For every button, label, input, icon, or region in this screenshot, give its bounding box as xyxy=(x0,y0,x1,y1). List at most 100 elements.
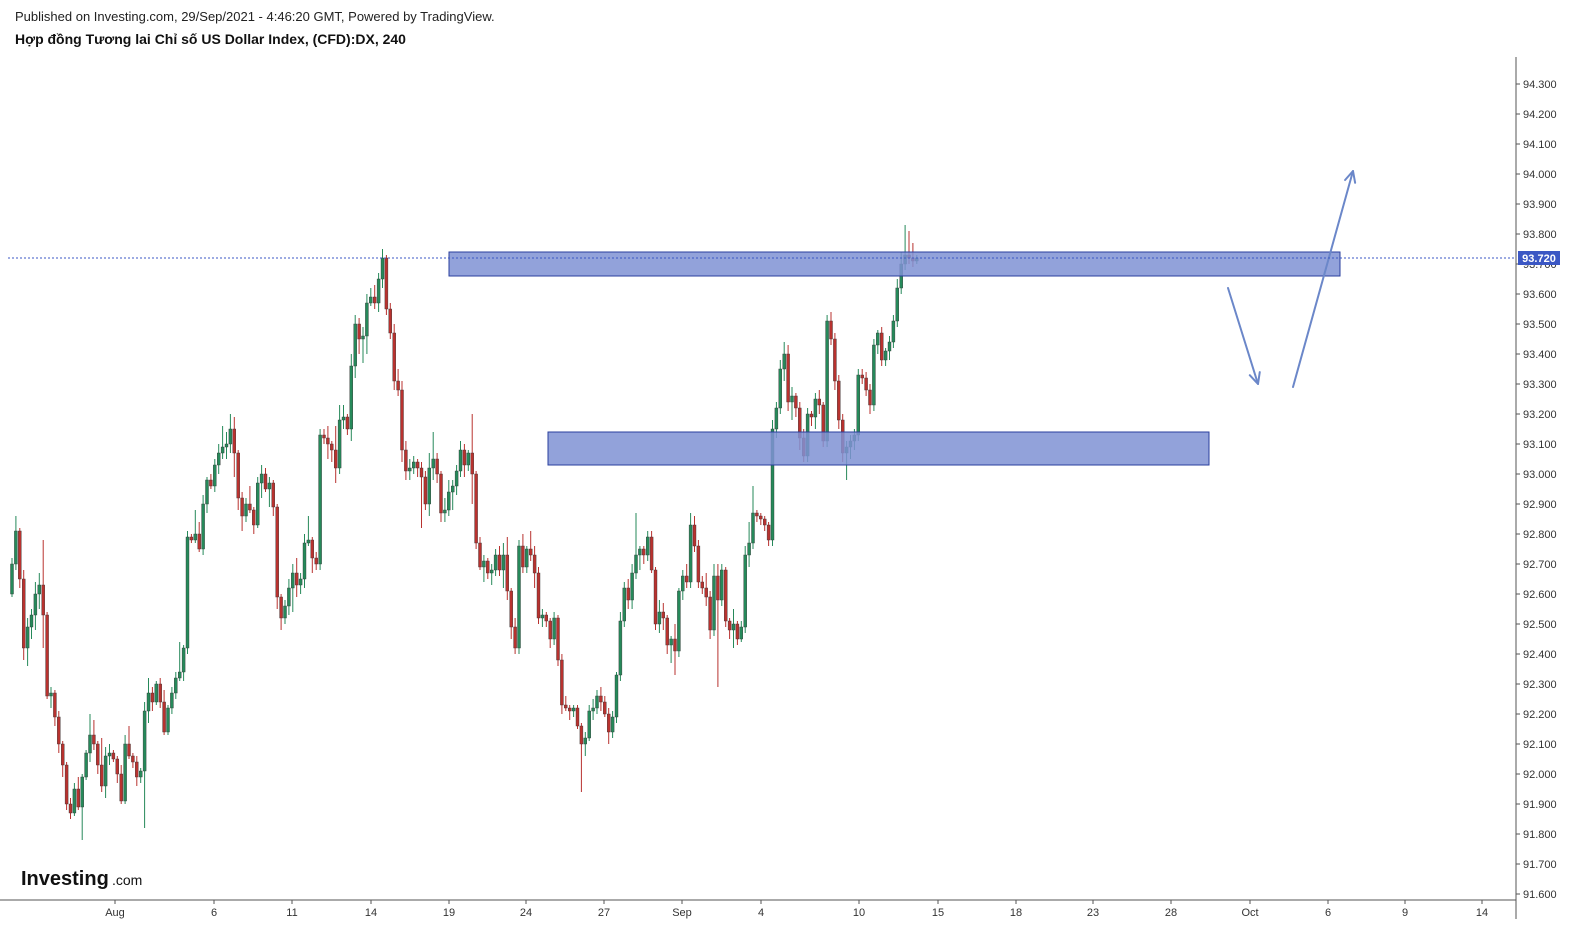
candle-body xyxy=(794,395,798,409)
candle xyxy=(454,465,459,495)
candle xyxy=(704,573,708,606)
candle xyxy=(696,540,701,588)
candle xyxy=(25,618,30,666)
candle xyxy=(84,750,88,780)
candle-body xyxy=(119,773,123,802)
candle-body xyxy=(373,296,377,304)
candle-body xyxy=(64,764,69,805)
candle xyxy=(283,600,287,624)
candle-body xyxy=(25,626,30,649)
candle-body xyxy=(782,353,786,370)
candle xyxy=(37,573,41,609)
candle xyxy=(357,318,361,354)
time-tick-label: 14 xyxy=(1476,907,1488,919)
candle xyxy=(326,426,330,459)
candle xyxy=(240,492,244,531)
candle xyxy=(790,387,794,420)
candle-body xyxy=(661,611,665,619)
candle xyxy=(560,654,564,714)
candle xyxy=(267,477,272,507)
candle-body xyxy=(224,443,229,448)
candle-body xyxy=(33,593,38,616)
candle xyxy=(786,345,790,411)
candle-body xyxy=(177,671,182,679)
price-tick-label: 91.900 xyxy=(1523,799,1557,811)
candle xyxy=(162,690,166,735)
time-tick-label: 14 xyxy=(365,907,377,919)
up-arrow[interactable] xyxy=(1292,170,1357,388)
candle-body xyxy=(209,479,213,487)
price-tick-label: 91.700 xyxy=(1523,859,1557,871)
candle xyxy=(724,567,728,627)
candle-body xyxy=(575,707,580,727)
candle xyxy=(856,369,860,441)
candle-body xyxy=(115,758,120,775)
candle-body xyxy=(872,344,876,406)
candle-body xyxy=(72,788,77,814)
candle-body xyxy=(712,575,716,631)
down-arrow[interactable] xyxy=(1227,287,1261,385)
candle-body xyxy=(96,743,100,766)
candle xyxy=(782,342,786,381)
candle xyxy=(677,588,681,657)
candle xyxy=(322,429,326,444)
candle-body xyxy=(727,620,732,631)
candle xyxy=(158,678,162,708)
candle xyxy=(517,540,521,654)
candle xyxy=(412,456,416,474)
candle xyxy=(751,486,755,549)
support-zone[interactable] xyxy=(547,431,1210,466)
candle-body xyxy=(490,569,494,574)
candle xyxy=(743,546,747,633)
candle-body xyxy=(291,572,295,589)
candle xyxy=(185,531,190,654)
candle-body xyxy=(692,524,697,547)
candle xyxy=(685,564,689,588)
candle-body xyxy=(759,515,763,520)
resistance-zone[interactable] xyxy=(448,251,1341,277)
candle-body xyxy=(688,524,693,583)
up-arrow-head xyxy=(1344,170,1357,184)
candle xyxy=(727,618,732,639)
candle xyxy=(57,711,61,753)
candle xyxy=(571,705,576,717)
candle-body xyxy=(228,428,233,445)
time-tick-label: 28 xyxy=(1165,907,1177,919)
time-tick-label: 15 xyxy=(932,907,944,919)
candle xyxy=(232,417,237,477)
candle xyxy=(349,354,353,441)
candle xyxy=(532,546,537,588)
candle xyxy=(115,756,120,783)
candle xyxy=(497,546,502,576)
candle-body xyxy=(610,716,615,733)
candle-body xyxy=(568,707,572,712)
time-tick-label: Sep xyxy=(672,907,692,919)
candle xyxy=(470,414,474,504)
candle xyxy=(224,432,229,459)
price-tick-label: 93.100 xyxy=(1523,439,1557,451)
candle xyxy=(396,369,400,396)
candle xyxy=(415,459,420,477)
price-tick-label: 92.000 xyxy=(1523,769,1557,781)
candle-body xyxy=(49,692,53,697)
candle xyxy=(521,534,525,573)
candle xyxy=(213,459,217,492)
candle xyxy=(868,384,872,414)
candle xyxy=(458,441,463,477)
candle xyxy=(618,612,623,681)
candle-body xyxy=(493,554,498,571)
candle-body xyxy=(18,530,22,580)
candle xyxy=(825,315,829,447)
candle-body xyxy=(353,323,357,367)
candle xyxy=(209,474,213,489)
candle-body xyxy=(263,473,268,490)
price-tick-label: 92.600 xyxy=(1523,589,1557,601)
candle-body xyxy=(548,620,552,640)
candle-body xyxy=(443,509,447,514)
price-tick-label: 92.800 xyxy=(1523,529,1557,541)
candle-body xyxy=(314,557,318,565)
candle-body xyxy=(384,257,389,310)
candle xyxy=(314,552,318,570)
candle-body xyxy=(123,743,127,802)
